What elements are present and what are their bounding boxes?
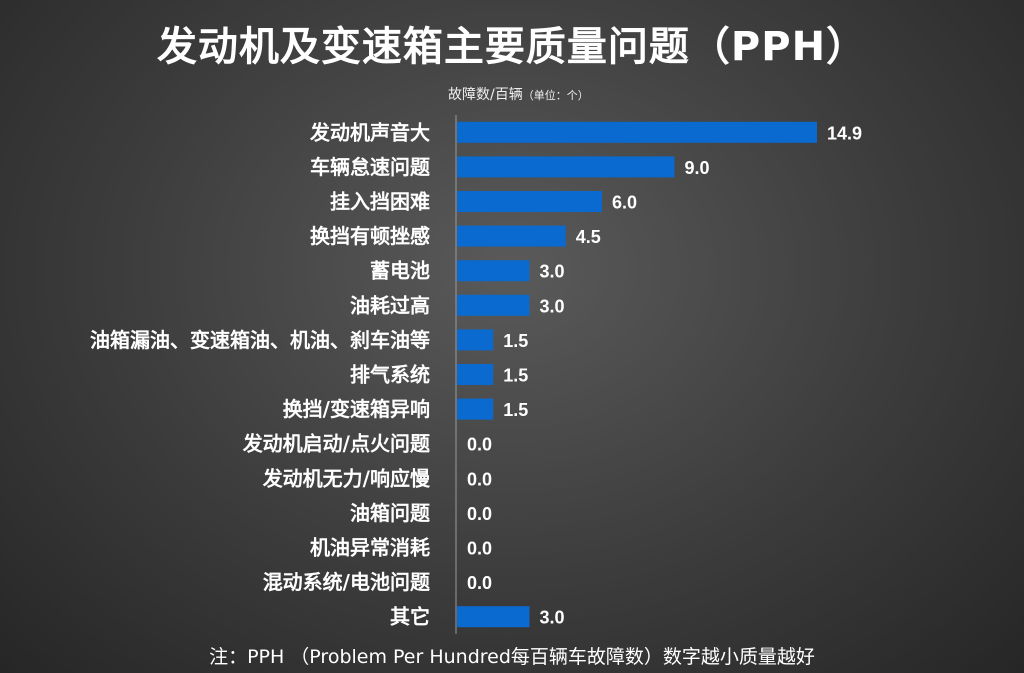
bar xyxy=(457,121,817,143)
category-label: 发动机启动/点火问题 xyxy=(242,432,431,456)
category-label: 换挡/变速箱异响 xyxy=(283,397,430,421)
value-label: 0.0 xyxy=(467,435,492,455)
bar xyxy=(457,364,494,385)
bar xyxy=(457,191,602,212)
category-label: 其它 xyxy=(390,605,430,629)
value-label: 1.5 xyxy=(503,331,528,351)
value-label: 0.0 xyxy=(467,504,492,524)
chart-title: 发动机及变速箱主要质量问题（PPH） xyxy=(156,24,868,70)
footnote: 注：PPH （Problem Per Hundred每百辆车故障数）数字越小质量… xyxy=(209,646,815,668)
value-label: 3.0 xyxy=(539,608,564,628)
category-label: 换挡有顿挫感 xyxy=(310,224,430,248)
value-label: 3.0 xyxy=(539,262,564,282)
value-label: 0.0 xyxy=(467,539,492,559)
category-label: 油箱漏油、变速箱油、机油、刹车油等 xyxy=(90,328,430,352)
value-label: 1.5 xyxy=(503,366,528,386)
value-label: 14.9 xyxy=(827,123,862,143)
value-label: 9.0 xyxy=(684,158,709,178)
bar xyxy=(457,156,675,178)
value-label: 0.0 xyxy=(467,469,492,489)
category-label: 油耗过高 xyxy=(350,293,430,317)
category-label: 混动系统/电池问题 xyxy=(263,570,431,594)
value-label: 0.0 xyxy=(467,573,492,593)
value-label: 6.0 xyxy=(612,193,637,213)
category-label: 发动机声音大 xyxy=(309,120,430,144)
bar xyxy=(457,294,530,316)
bar-chart: 发动机声音大 14.9 车辆怠速问题 9.0 挂入挡困难 6.0 换挡有顿挫感 4.5 蓄电池 3… xyxy=(90,115,862,634)
unit-label-main: 故障数/百辆 xyxy=(448,87,523,103)
bar xyxy=(457,606,530,628)
bar xyxy=(457,260,530,282)
category-label: 发动机无力/响应慢 xyxy=(262,466,431,490)
category-label: 挂入挡困难 xyxy=(330,190,430,214)
bar xyxy=(457,329,494,351)
category-label: 油箱问题 xyxy=(350,501,431,525)
value-label: 3.0 xyxy=(539,296,564,316)
value-label: 1.5 xyxy=(503,400,528,420)
category-label: 车辆怠速问题 xyxy=(310,155,431,179)
category-label: 机油异常消耗 xyxy=(310,536,430,560)
category-label: 蓄电池 xyxy=(370,259,430,283)
bars-group: 发动机声音大 14.9 车辆怠速问题 9.0 挂入挡困难 6.0 换挡有顿挫感 4.5 蓄电池 3… xyxy=(90,120,862,628)
value-label: 4.5 xyxy=(576,227,601,247)
unit-label: 故障数/百辆（单位：个） xyxy=(448,84,589,104)
unit-label-note: （单位：个） xyxy=(522,89,589,102)
bar xyxy=(457,225,566,247)
category-label: 排气系统 xyxy=(350,363,430,387)
bar xyxy=(457,398,494,420)
